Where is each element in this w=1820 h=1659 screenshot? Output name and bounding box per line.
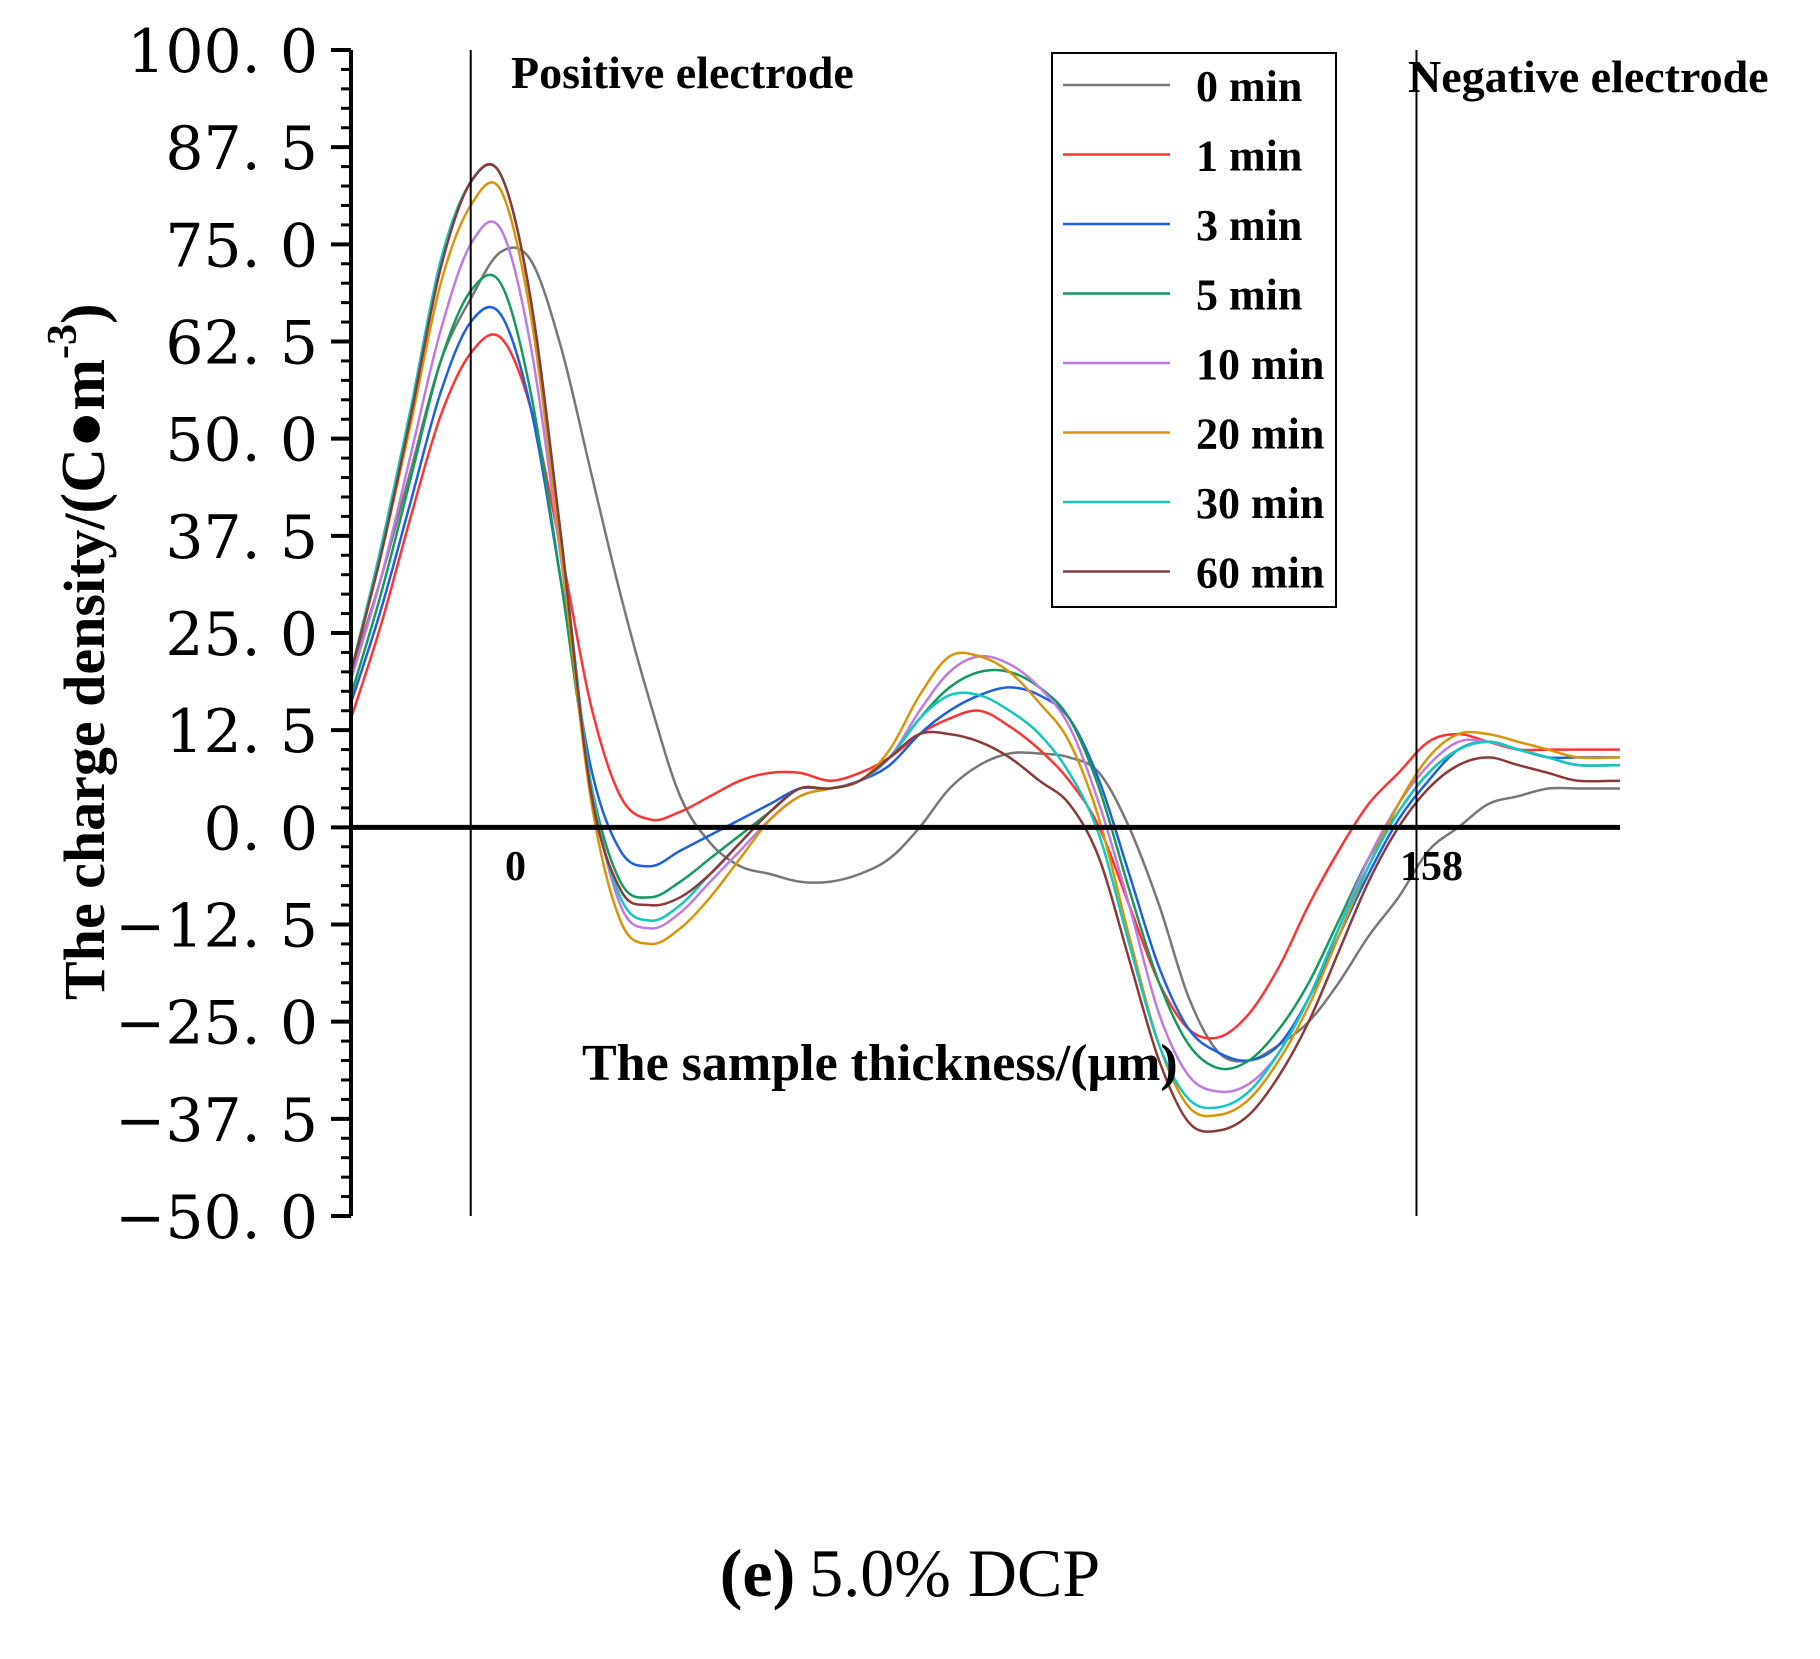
y-axis-title: The charge density/(C●m-3) — [40, 303, 118, 1000]
y-tick-label: −50. 0 — [115, 1183, 318, 1253]
y-tick-labels: 100. 0 87. 5 75. 0 62. 5 50. 0 37. 5 25. 0 12. … — [115, 17, 318, 1253]
caption-text: 5.0% DCP — [809, 1535, 1100, 1611]
y-tick-label: 25. 0 — [165, 600, 318, 670]
legend-box — [1051, 52, 1337, 608]
legend-label: 30 min — [1196, 479, 1324, 528]
x-tick-label-158: 158 — [1400, 844, 1463, 890]
y-tick-label: 37. 5 — [165, 503, 318, 573]
legend-label: 1 min — [1196, 132, 1302, 181]
y-axis-title-exp: -3 — [40, 324, 86, 359]
legend-items: 0 min 1 min 3 min 5 min 10 min 20 min 30 min 60… — [1063, 62, 1324, 598]
y-tick-label: 12. 5 — [165, 697, 318, 767]
legend-label: 0 min — [1196, 62, 1302, 111]
series-line-60-min — [349, 162, 1621, 1133]
legend-label: 5 min — [1196, 271, 1302, 320]
y-axis-title-close: ) — [50, 303, 118, 324]
legend-label: 3 min — [1196, 201, 1302, 250]
x-tick-label-0: 0 — [505, 844, 526, 890]
x-axis-title: The sample thickness/(μm) — [582, 1035, 1178, 1092]
series-line-3-min — [349, 305, 1620, 1062]
positive-electrode-label: Positive electrode — [511, 47, 854, 98]
y-tick-label: −12. 5 — [115, 892, 318, 962]
series-line-5-min — [349, 273, 1621, 1071]
y-tick-label: −25. 0 — [115, 989, 318, 1059]
y-axis-ticks — [331, 48, 351, 1218]
y-tick-label: 75. 0 — [165, 211, 318, 281]
y-tick-label: −37. 5 — [115, 1086, 318, 1156]
negative-electrode-label: Negative electrode — [1408, 51, 1769, 102]
series-lines — [349, 162, 1621, 1133]
legend-label: 20 min — [1196, 410, 1324, 459]
y-tick-label: 0. 0 — [204, 794, 319, 864]
series-line-20-min — [349, 181, 1621, 1118]
y-tick-label: 62. 5 — [165, 309, 318, 379]
series-line-10-min — [349, 220, 1621, 1094]
figure-caption: (e) 5.0% DCP — [720, 1535, 1100, 1611]
series-line-30-min — [349, 163, 1621, 1110]
series-line-1-min — [349, 333, 1620, 1040]
y-tick-label: 100. 0 — [127, 17, 318, 87]
legend-label: 60 min — [1196, 549, 1324, 598]
legend: 0 min 1 min 3 min 5 min 10 min 20 min 30 min 60… — [1051, 52, 1337, 608]
series-line-0-min — [349, 246, 1620, 1063]
legend-label: 10 min — [1196, 340, 1324, 389]
y-tick-label: 87. 5 — [165, 114, 318, 184]
y-axis-title-unit: (C●m — [50, 359, 118, 514]
y-tick-label: 50. 0 — [165, 406, 318, 476]
caption-letter: (e) — [720, 1535, 795, 1611]
y-axis-title-main: The charge density/ — [52, 513, 117, 1000]
